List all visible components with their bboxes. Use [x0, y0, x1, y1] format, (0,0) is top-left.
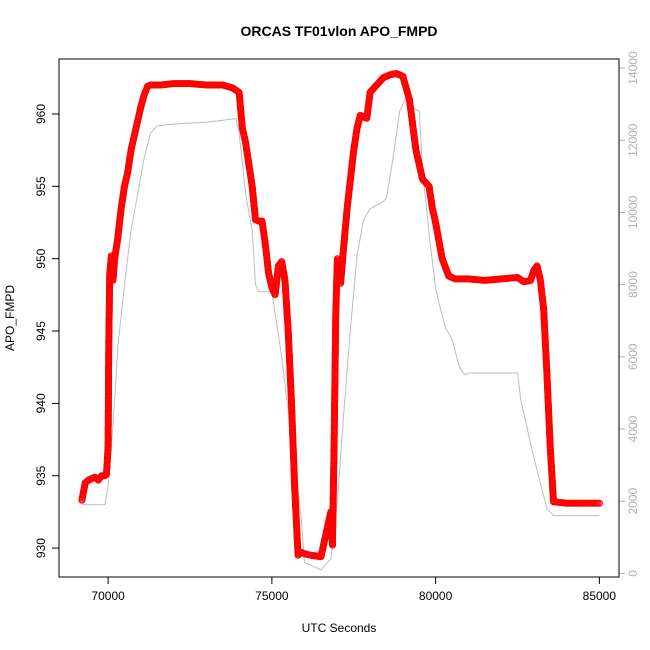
- plot-frame: [58, 58, 620, 578]
- apo-fmpd-point: [595, 499, 603, 507]
- x-tick-label: 80000: [419, 589, 453, 603]
- y-tick-label: 950: [34, 248, 48, 268]
- y2-tick-label: 4000: [626, 415, 640, 442]
- apo-fmpd-point: [295, 550, 303, 558]
- y-tick-label: 940: [34, 393, 48, 413]
- y-tick-label: 955: [34, 176, 48, 196]
- y2-tick-label: 14000: [626, 51, 640, 85]
- x-tick-label: 75000: [255, 589, 289, 603]
- apo-fmpd-connector: [81, 72, 600, 558]
- y-tick-label: 935: [34, 465, 48, 485]
- y2-tick-label: 6000: [626, 343, 640, 370]
- y-axis-label: APO_FMPD: [3, 285, 17, 351]
- y2-tick-label: 8000: [626, 271, 640, 298]
- x-tick-label: 85000: [583, 589, 617, 603]
- y2-tick-label: 12000: [626, 123, 640, 157]
- secondary-series-layer: [81, 95, 600, 571]
- y-tick-label: 945: [34, 321, 48, 341]
- y2-tick-label: 10000: [626, 195, 640, 229]
- apo-fmpd-series-layer: [78, 70, 603, 561]
- chart-title: ORCAS TF01vlon APO_FMPD: [240, 23, 437, 39]
- secondary-series-line: [81, 95, 600, 571]
- y-tick-label: 960: [34, 104, 48, 124]
- y-tick-label: 930: [34, 538, 48, 558]
- y2-tick-label: 0: [626, 570, 640, 577]
- x-axis-label: UTC Seconds: [302, 621, 377, 635]
- y2-tick-label: 2000: [626, 488, 640, 515]
- x-tick-label: 70000: [91, 589, 125, 603]
